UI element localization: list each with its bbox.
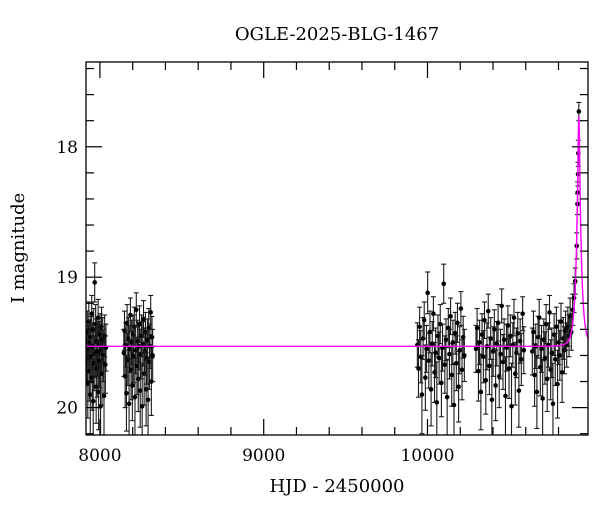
data-point: [478, 353, 484, 431]
data-point: [502, 356, 508, 435]
data-point: [542, 331, 548, 385]
model-curve: [86, 116, 588, 348]
y-tick-label: 18: [56, 138, 78, 158]
chart-title: OGLE-2025-BLG-1467: [235, 24, 439, 45]
data-point: [544, 345, 550, 413]
data-point: [451, 362, 457, 435]
tick-labels: 8000 9000 10000 18 19 20: [56, 138, 454, 466]
data-point: [127, 297, 133, 333]
data-point: [477, 319, 483, 366]
data-point: [442, 335, 448, 394]
data-point: [481, 301, 487, 340]
data-point: [150, 328, 156, 383]
data-point: [485, 293, 491, 329]
data-point: [444, 358, 450, 435]
data-point: [540, 358, 546, 435]
data-point: [499, 288, 505, 324]
data-point: [493, 349, 499, 422]
data-point: [564, 322, 570, 368]
data-point: [450, 319, 456, 366]
data-point: [534, 354, 540, 430]
data-point: [480, 330, 486, 384]
data-point: [422, 344, 428, 411]
data-point: [419, 354, 425, 435]
y-tick-label: 19: [56, 268, 78, 288]
data-point: [421, 301, 427, 340]
x-tick-label: 10000: [400, 446, 454, 466]
data-point: [536, 298, 542, 337]
data-point: [458, 290, 464, 326]
data-point: [103, 323, 109, 372]
data-point: [457, 326, 463, 375]
x-tick-label: 8000: [78, 446, 121, 466]
data-point: [430, 296, 436, 332]
plot-frame: [85, 61, 589, 436]
data-point: [456, 350, 462, 423]
data-point: [501, 318, 507, 362]
data-point: [436, 331, 442, 385]
data-point: [443, 318, 449, 362]
data-point: [521, 326, 527, 375]
data-point: [510, 322, 516, 368]
data-point: [516, 353, 522, 428]
data-layer: [86, 101, 588, 435]
data-point: [555, 349, 561, 419]
photometry-points: [86, 101, 582, 435]
axis-ticks: [86, 62, 588, 435]
data-point: [500, 334, 506, 390]
data-point: [511, 298, 517, 337]
plot-area: 8000 9000 10000 18 19 20: [56, 61, 589, 466]
data-point: [498, 328, 504, 380]
data-point: [446, 328, 452, 380]
data-point: [448, 297, 454, 336]
data-point: [518, 332, 524, 386]
data-point: [454, 302, 460, 343]
data-point: [92, 262, 98, 303]
x-tick-label: 9000: [242, 446, 285, 466]
data-point: [495, 304, 501, 342]
data-point: [89, 294, 95, 333]
data-point: [506, 337, 512, 400]
data-point: [491, 309, 497, 350]
y-axis-label: I magnitude: [8, 193, 29, 304]
data-point: [434, 361, 440, 435]
data-point: [488, 317, 494, 360]
data-point: [550, 362, 556, 435]
data-point: [441, 263, 447, 304]
data-point: [145, 358, 151, 435]
data-point: [507, 314, 513, 358]
x-axis-label: HJD - 2450000: [269, 476, 404, 497]
data-point: [473, 324, 479, 373]
data-point: [461, 328, 467, 383]
data-point: [509, 362, 515, 435]
data-point: [520, 296, 526, 332]
y-tick-label: 20: [56, 399, 78, 419]
data-point: [425, 271, 431, 315]
data-point: [547, 294, 553, 330]
